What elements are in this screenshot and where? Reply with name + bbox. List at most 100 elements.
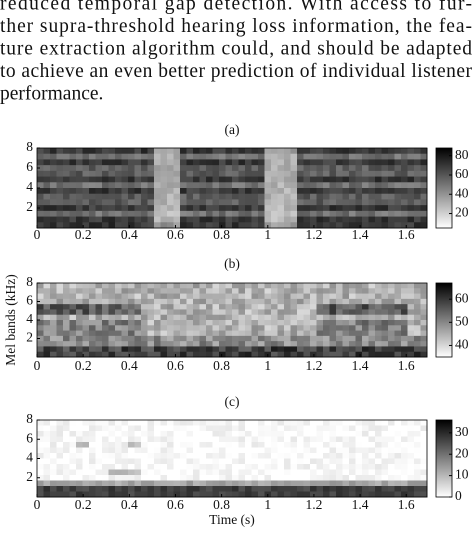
spectrogram-cell bbox=[115, 458, 122, 465]
spectrogram-cell bbox=[297, 464, 304, 470]
spectrogram-cell bbox=[375, 182, 382, 189]
spectrogram-cell bbox=[147, 193, 155, 200]
spectrogram-cell bbox=[271, 431, 278, 437]
spectrogram-cell bbox=[108, 335, 116, 342]
spectrogram-cell bbox=[193, 176, 200, 183]
spectrogram-cell bbox=[251, 159, 259, 166]
spectrogram-cell bbox=[225, 199, 233, 206]
spectrogram-cell bbox=[102, 464, 109, 470]
spectrogram-cell bbox=[206, 314, 213, 321]
spectrogram-cell bbox=[329, 351, 337, 358]
spectrogram-cell bbox=[303, 283, 311, 289]
spectrogram-cell bbox=[310, 188, 317, 195]
spectrogram-cell bbox=[323, 330, 330, 337]
spectrogram-cell bbox=[147, 458, 155, 465]
spectrogram-cell bbox=[349, 453, 356, 459]
spectrogram-cell bbox=[108, 210, 116, 218]
spectrogram-cell bbox=[108, 330, 116, 337]
spectrogram-cell bbox=[89, 288, 96, 295]
spectrogram-cell bbox=[63, 165, 70, 172]
spectrogram-cell bbox=[186, 486, 194, 492]
spectrogram-cell bbox=[375, 351, 382, 358]
spectrogram-cell bbox=[303, 475, 311, 481]
spectrogram-cell bbox=[284, 283, 291, 289]
spectrogram-cell bbox=[212, 153, 220, 160]
spectrogram-cell bbox=[232, 453, 239, 459]
spectrogram-cell bbox=[297, 447, 304, 454]
spectrogram-cell bbox=[160, 325, 168, 332]
spectrogram-cell bbox=[271, 222, 278, 229]
spectrogram-cell bbox=[336, 351, 343, 358]
spectrogram-cell bbox=[336, 176, 343, 183]
spectrogram-cell bbox=[245, 205, 252, 212]
spectrogram-cell bbox=[316, 170, 324, 178]
spectrogram-cell bbox=[154, 205, 161, 212]
spectrogram-cell bbox=[232, 420, 239, 426]
spectrogram-cell bbox=[134, 325, 142, 332]
spectrogram-cell bbox=[388, 320, 395, 326]
spectrogram-cell bbox=[128, 486, 135, 492]
spectrogram-cell bbox=[50, 293, 57, 300]
spectrogram-cell bbox=[388, 341, 395, 347]
spectrogram-cell bbox=[401, 335, 408, 342]
spectrogram-cell bbox=[355, 491, 363, 498]
spectrogram-cell bbox=[375, 304, 382, 310]
spectrogram-cell bbox=[102, 480, 109, 487]
spectrogram-cell bbox=[245, 442, 252, 448]
spectrogram-cell bbox=[69, 436, 77, 443]
spectrogram-cell bbox=[167, 176, 174, 183]
spectrogram-cell bbox=[290, 222, 298, 229]
spectrogram-cell bbox=[160, 436, 168, 443]
spectrogram-cell bbox=[368, 165, 376, 172]
spectrogram-cell bbox=[284, 464, 291, 470]
colorbar-tick-label: 40 bbox=[455, 185, 469, 200]
spectrogram-cell bbox=[173, 330, 181, 337]
spectrogram-cell bbox=[238, 210, 246, 218]
spectrogram-cell bbox=[212, 469, 220, 476]
spectrogram-cell bbox=[336, 464, 343, 470]
spectrogram-cell bbox=[160, 309, 168, 316]
spectrogram-cell bbox=[43, 486, 51, 492]
x-tick-label: 0.4 bbox=[121, 227, 138, 242]
spectrogram-cell bbox=[102, 458, 109, 465]
spectrogram-cell bbox=[89, 283, 96, 289]
spectrogram-cell bbox=[199, 309, 207, 316]
spectrogram-cell bbox=[381, 325, 389, 332]
spectrogram-cell bbox=[342, 447, 350, 454]
spectrogram-cell bbox=[414, 475, 421, 481]
spectrogram-cell bbox=[381, 288, 389, 295]
spectrogram-cell bbox=[290, 293, 298, 300]
spectrogram-cell bbox=[388, 199, 395, 206]
spectrogram-cell bbox=[199, 188, 207, 195]
spectrogram-cell bbox=[277, 283, 285, 289]
spectrogram-cell bbox=[76, 325, 83, 332]
spectrogram-cell bbox=[147, 325, 155, 332]
spectrogram-cell bbox=[37, 205, 44, 212]
spectrogram-cell bbox=[147, 464, 155, 470]
spectrogram-cell bbox=[82, 341, 90, 347]
spectrogram-cell bbox=[251, 148, 259, 155]
spectrogram-cell bbox=[329, 341, 337, 347]
x-tick-label: 0 bbox=[34, 358, 41, 373]
spectrogram-cell bbox=[141, 436, 148, 443]
y-tick-label: 8 bbox=[26, 411, 33, 426]
spectrogram-cell bbox=[108, 480, 116, 487]
spectrogram-cell bbox=[329, 293, 337, 300]
spectrogram-cell bbox=[69, 341, 77, 347]
spectrogram-cell bbox=[82, 176, 90, 183]
spectrogram-cell bbox=[342, 199, 350, 206]
spectrogram-cell bbox=[355, 436, 363, 443]
spectrogram-cell bbox=[134, 320, 142, 326]
spectrogram-cell bbox=[362, 341, 369, 347]
spectrogram-cell bbox=[115, 491, 122, 498]
spectrogram-cell bbox=[206, 170, 213, 178]
spectrogram-cell bbox=[154, 442, 161, 448]
spectrogram-cell bbox=[284, 293, 291, 300]
spectrogram-cell bbox=[271, 210, 278, 218]
spectrogram-cell bbox=[102, 320, 109, 326]
spectrogram-cell bbox=[186, 480, 194, 487]
spectrogram-cell bbox=[225, 182, 233, 189]
spectrogram-cell bbox=[95, 309, 103, 316]
spectrogram-cell bbox=[414, 288, 421, 295]
spectrogram-cell bbox=[290, 431, 298, 437]
